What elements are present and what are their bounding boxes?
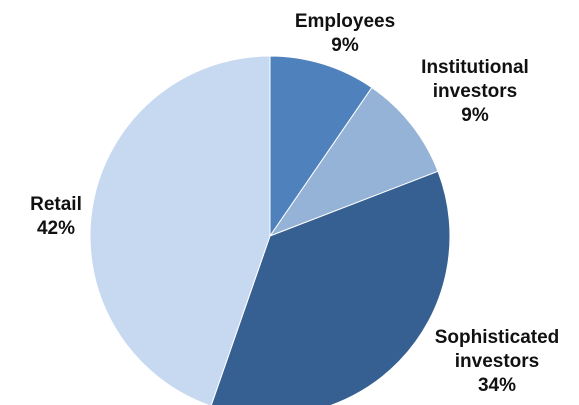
- slice-label: Retail 42%: [16, 193, 96, 241]
- value-label: 34%: [477, 375, 517, 396]
- pie-slice: [89, 55, 271, 405]
- slice-label: Institutional investors 9%: [410, 56, 540, 128]
- category-label: Sophisticated investors: [434, 327, 560, 372]
- category-label: Employees: [294, 11, 396, 32]
- value-label: 9%: [461, 105, 489, 126]
- slice-label: Employees 9%: [285, 10, 405, 58]
- pie-slice: [210, 170, 451, 405]
- value-label: 42%: [36, 218, 76, 239]
- category-label: Retail: [30, 194, 82, 215]
- slice-label: Sophisticated investors 34%: [422, 326, 572, 398]
- value-label: 9%: [331, 35, 359, 56]
- pie-slice: [269, 55, 373, 238]
- category-label: Institutional investors: [421, 57, 529, 102]
- pie-slice: [268, 86, 439, 238]
